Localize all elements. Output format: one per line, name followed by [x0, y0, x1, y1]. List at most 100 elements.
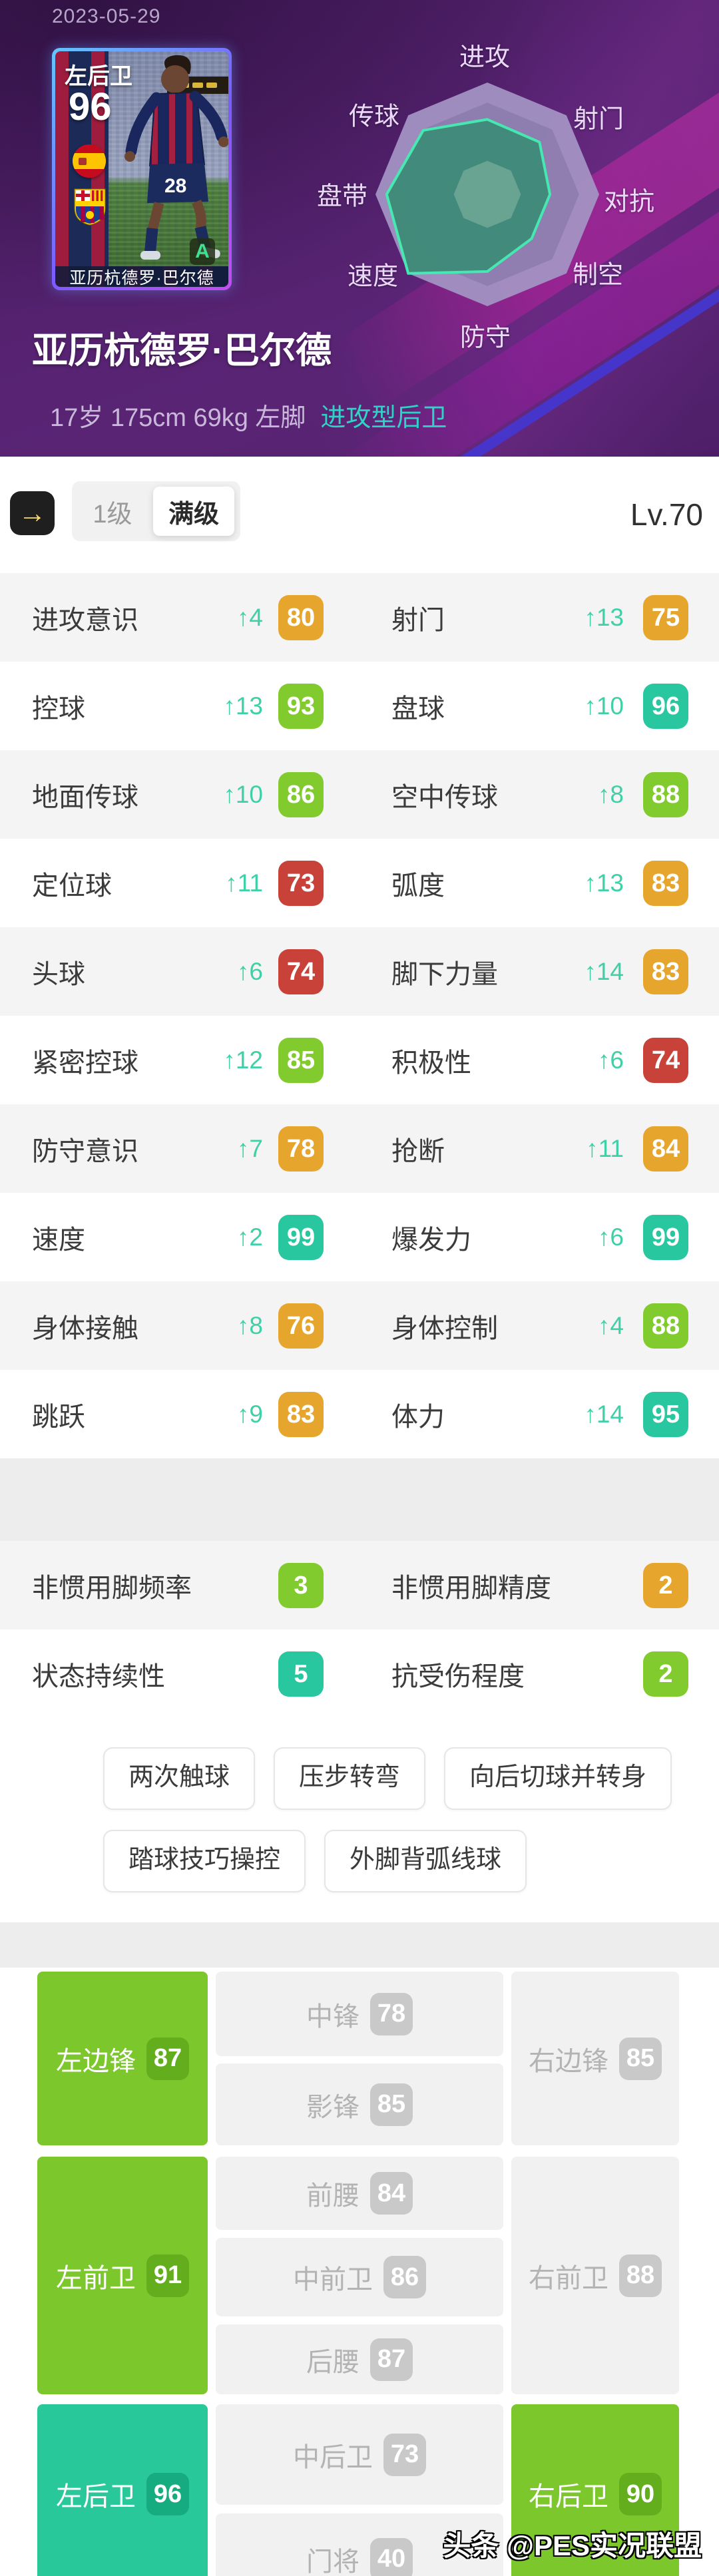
play-style-link[interactable]: 进攻型后卫	[320, 404, 447, 432]
skill-chip[interactable]: 踏球技巧操控	[103, 1830, 306, 1892]
stat-value-badge: 2	[643, 1563, 688, 1608]
position-block-中前卫: 中前卫 86	[216, 2238, 503, 2316]
stat-value-badge: 75	[643, 595, 688, 640]
stat-label: 抗受伤程度	[391, 1661, 525, 1691]
position-rating-badge: 86	[383, 2256, 426, 2298]
stat-value-badge: 99	[278, 1215, 324, 1260]
position-rating-badge: 40	[370, 2537, 413, 2576]
position-block-右前卫: 右前卫 88	[511, 2157, 679, 2394]
stat-delta: ↑13	[584, 603, 624, 631]
stat-label: 紧密控球	[32, 1048, 138, 1078]
stat-row: 定位球 ↑11 73 弧度 ↑13 83	[0, 839, 719, 927]
stat-value-badge: 5	[278, 1651, 324, 1697]
stat-label: 射门	[391, 605, 445, 635]
card-rating: 96	[69, 85, 112, 128]
position-block-门将: 门将 40	[216, 2513, 503, 2576]
stat-row: 非惯用脚频率 3 非惯用脚精度 2	[0, 1541, 719, 1629]
stat-delta: ↑6	[597, 1223, 624, 1251]
stats-section: 进攻意识 ↑4 80 射门 ↑13 75 控球 ↑13 93 盘球 ↑10 96 地面传球 ↑10 86 空中…	[0, 573, 719, 1458]
stat-value-badge: 96	[643, 684, 688, 729]
stat-label: 速度	[32, 1225, 85, 1255]
stat-label: 状态持续性	[32, 1661, 165, 1691]
stat-label: 体力	[391, 1402, 445, 1432]
position-block-中锋: 中锋 78	[216, 1972, 503, 2056]
level-value: Lv.70	[630, 497, 703, 532]
position-map-section: 左边锋 87 右边锋 85 中锋 78 影锋 85 左前卫 91 右前卫 88 前腰 84 中前卫 86 后腰 8…	[0, 1968, 719, 2576]
position-label: 右前卫	[529, 2263, 608, 2293]
stat-delta: ↑6	[236, 957, 263, 985]
position-label: 右后卫	[529, 2482, 608, 2511]
skill-chip[interactable]: 两次触球	[103, 1747, 256, 1810]
position-block-中后卫: 中后卫 73	[216, 2404, 503, 2505]
radar-axis-label: 防守	[459, 323, 511, 352]
position-block-后腰: 后腰 87	[216, 2324, 503, 2394]
stat-delta: ↑4	[597, 1311, 624, 1339]
stat-row: 状态持续性 5 抗受伤程度 2	[0, 1629, 719, 1718]
radar-axis-label: 传球	[348, 103, 400, 131]
skill-chip[interactable]: 外脚背弧线球	[324, 1830, 527, 1892]
radar-axis-label: 进攻	[459, 43, 511, 72]
stat-delta: ↑11	[225, 869, 263, 897]
tab-level1[interactable]: 1级	[93, 500, 132, 529]
arrow-icon: →	[18, 497, 47, 529]
date-label: 2023-05-29	[52, 5, 161, 27]
position-label: 右边锋	[529, 2046, 608, 2076]
player-figure: 28	[124, 55, 228, 260]
stat-delta: ↑13	[223, 692, 263, 720]
player-card-art: 28 左后卫 96	[55, 51, 228, 287]
position-rating-badge: 90	[619, 2473, 662, 2515]
skill-chip-list: 两次触球 压步转弯 向后切球并转身踏球技巧操控 外脚背弧线球	[103, 1747, 702, 1892]
stat-label: 地面传球	[32, 782, 138, 812]
position-rating-badge: 85	[619, 2037, 662, 2080]
stat-value-badge: 95	[643, 1392, 688, 1437]
stat-label: 弧度	[391, 871, 445, 901]
position-label: 影锋	[306, 2092, 360, 2122]
stat-value-badge: 88	[643, 1303, 688, 1349]
stat-label: 抢断	[391, 1136, 445, 1166]
stat-label: 积极性	[391, 1048, 471, 1078]
skill-chip[interactable]: 压步转弯	[274, 1747, 426, 1810]
stat-value-badge: 83	[278, 1392, 324, 1437]
extra-stats-section: 非惯用脚频率 3 非惯用脚精度 2 状态持续性 5 抗受伤程度 2	[0, 1541, 719, 1718]
stat-label: 跳跃	[32, 1402, 85, 1432]
stat-delta: ↑4	[236, 603, 263, 631]
card-position-label: 左后卫	[65, 64, 132, 89]
stat-label: 空中传球	[391, 782, 498, 812]
player-card[interactable]: 28 左后卫 96	[52, 48, 232, 290]
stat-value-badge: 85	[278, 1038, 324, 1083]
stat-value-badge: 3	[278, 1563, 324, 1608]
stat-value-badge: 83	[643, 861, 688, 906]
stat-row: 头球 ↑6 74 脚下力量 ↑14 83	[0, 927, 719, 1016]
skill-chip[interactable]: 向后切球并转身	[444, 1747, 672, 1810]
stat-value-badge: 78	[278, 1126, 324, 1172]
section-divider	[0, 1458, 719, 1541]
stat-label: 定位球	[32, 871, 112, 901]
stat-row: 地面传球 ↑10 86 空中传球 ↑8 88	[0, 750, 719, 839]
stat-value-badge: 99	[643, 1215, 688, 1260]
arrow-button[interactable]: →	[10, 491, 55, 535]
stat-label: 身体接触	[32, 1313, 138, 1343]
stat-delta: ↑8	[597, 780, 624, 808]
tab-max-level[interactable]: 满级	[153, 487, 234, 536]
position-rating-badge: 88	[619, 2254, 662, 2297]
stat-row: 紧密控球 ↑12 85 积极性 ↑6 74	[0, 1016, 719, 1104]
radar-axis-label: 速度	[347, 262, 399, 291]
stat-value-badge: 86	[278, 772, 324, 817]
position-rating-badge: 91	[146, 2254, 189, 2297]
stat-label: 进攻意识	[32, 605, 138, 635]
stat-delta: ↑12	[223, 1046, 263, 1074]
position-label: 中后卫	[293, 2442, 373, 2472]
stat-delta: ↑2	[236, 1223, 263, 1251]
position-rating-badge: 73	[383, 2433, 426, 2476]
svg-text:28: 28	[164, 175, 186, 197]
radar-axis-label: 盘带	[316, 182, 368, 211]
position-rating-badge: 87	[146, 2037, 189, 2080]
stat-value-badge: 74	[278, 949, 324, 994]
position-label: 中锋	[306, 2002, 360, 2032]
position-rating-badge: 78	[370, 1992, 413, 2036]
radar-axis-label: 对抗	[603, 188, 655, 216]
stat-value-badge: 74	[643, 1038, 688, 1083]
player-photo: 28	[109, 51, 228, 266]
radar-axis-label: 射门	[573, 105, 624, 134]
